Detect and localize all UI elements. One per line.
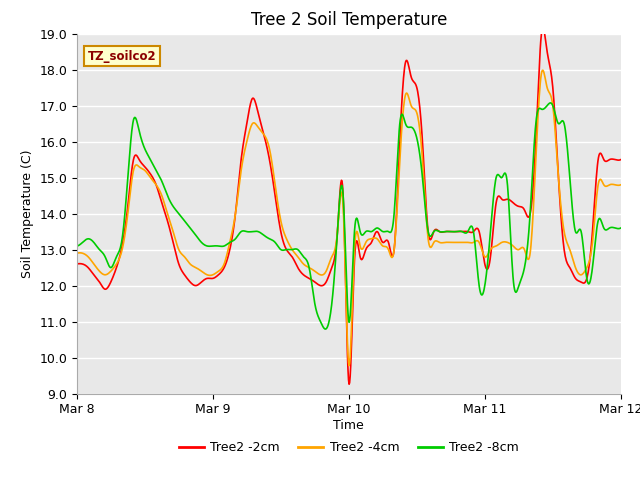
Tree2 -2cm xyxy=(129,163,136,169)
Tree2 -2cm xyxy=(498,196,506,202)
Tree2 -4cm xyxy=(129,174,136,180)
Tree2 -2cm xyxy=(447,229,455,235)
Tree2 -8cm xyxy=(508,248,515,254)
Tree2 -2cm xyxy=(312,280,320,286)
Line: Tree2 -2cm: Tree2 -2cm xyxy=(77,28,621,384)
Tree2 -8cm xyxy=(73,243,81,249)
Tree2 -4cm xyxy=(447,240,455,245)
Tree2 -8cm xyxy=(547,100,554,106)
Tree2 -8cm xyxy=(498,175,506,180)
Title: Tree 2 Soil Temperature: Tree 2 Soil Temperature xyxy=(251,11,447,29)
Tree2 -8cm xyxy=(447,229,455,235)
Tree2 -4cm xyxy=(345,363,353,369)
Tree2 -4cm xyxy=(73,250,81,256)
Tree2 -8cm xyxy=(293,246,301,252)
Tree2 -8cm xyxy=(322,326,330,332)
Text: TZ_soilco2: TZ_soilco2 xyxy=(88,50,156,63)
Legend: Tree2 -2cm, Tree2 -4cm, Tree2 -8cm: Tree2 -2cm, Tree2 -4cm, Tree2 -8cm xyxy=(173,436,524,459)
X-axis label: Time: Time xyxy=(333,419,364,432)
Tree2 -2cm xyxy=(508,198,515,204)
Tree2 -2cm xyxy=(617,156,625,162)
Tree2 -4cm xyxy=(617,182,625,188)
Tree2 -8cm xyxy=(312,308,320,314)
Tree2 -8cm xyxy=(129,123,136,129)
Tree2 -2cm xyxy=(73,261,81,267)
Tree2 -2cm xyxy=(293,263,301,269)
Line: Tree2 -4cm: Tree2 -4cm xyxy=(77,70,621,366)
Tree2 -4cm xyxy=(508,241,515,247)
Tree2 -2cm xyxy=(345,381,353,387)
Tree2 -4cm xyxy=(312,270,320,276)
Tree2 -4cm xyxy=(539,67,547,73)
Tree2 -4cm xyxy=(498,240,506,245)
Tree2 -8cm xyxy=(617,225,625,231)
Line: Tree2 -8cm: Tree2 -8cm xyxy=(77,103,621,329)
Y-axis label: Soil Temperature (C): Soil Temperature (C) xyxy=(20,149,34,278)
Tree2 -2cm xyxy=(539,25,547,31)
Tree2 -4cm xyxy=(293,252,301,258)
